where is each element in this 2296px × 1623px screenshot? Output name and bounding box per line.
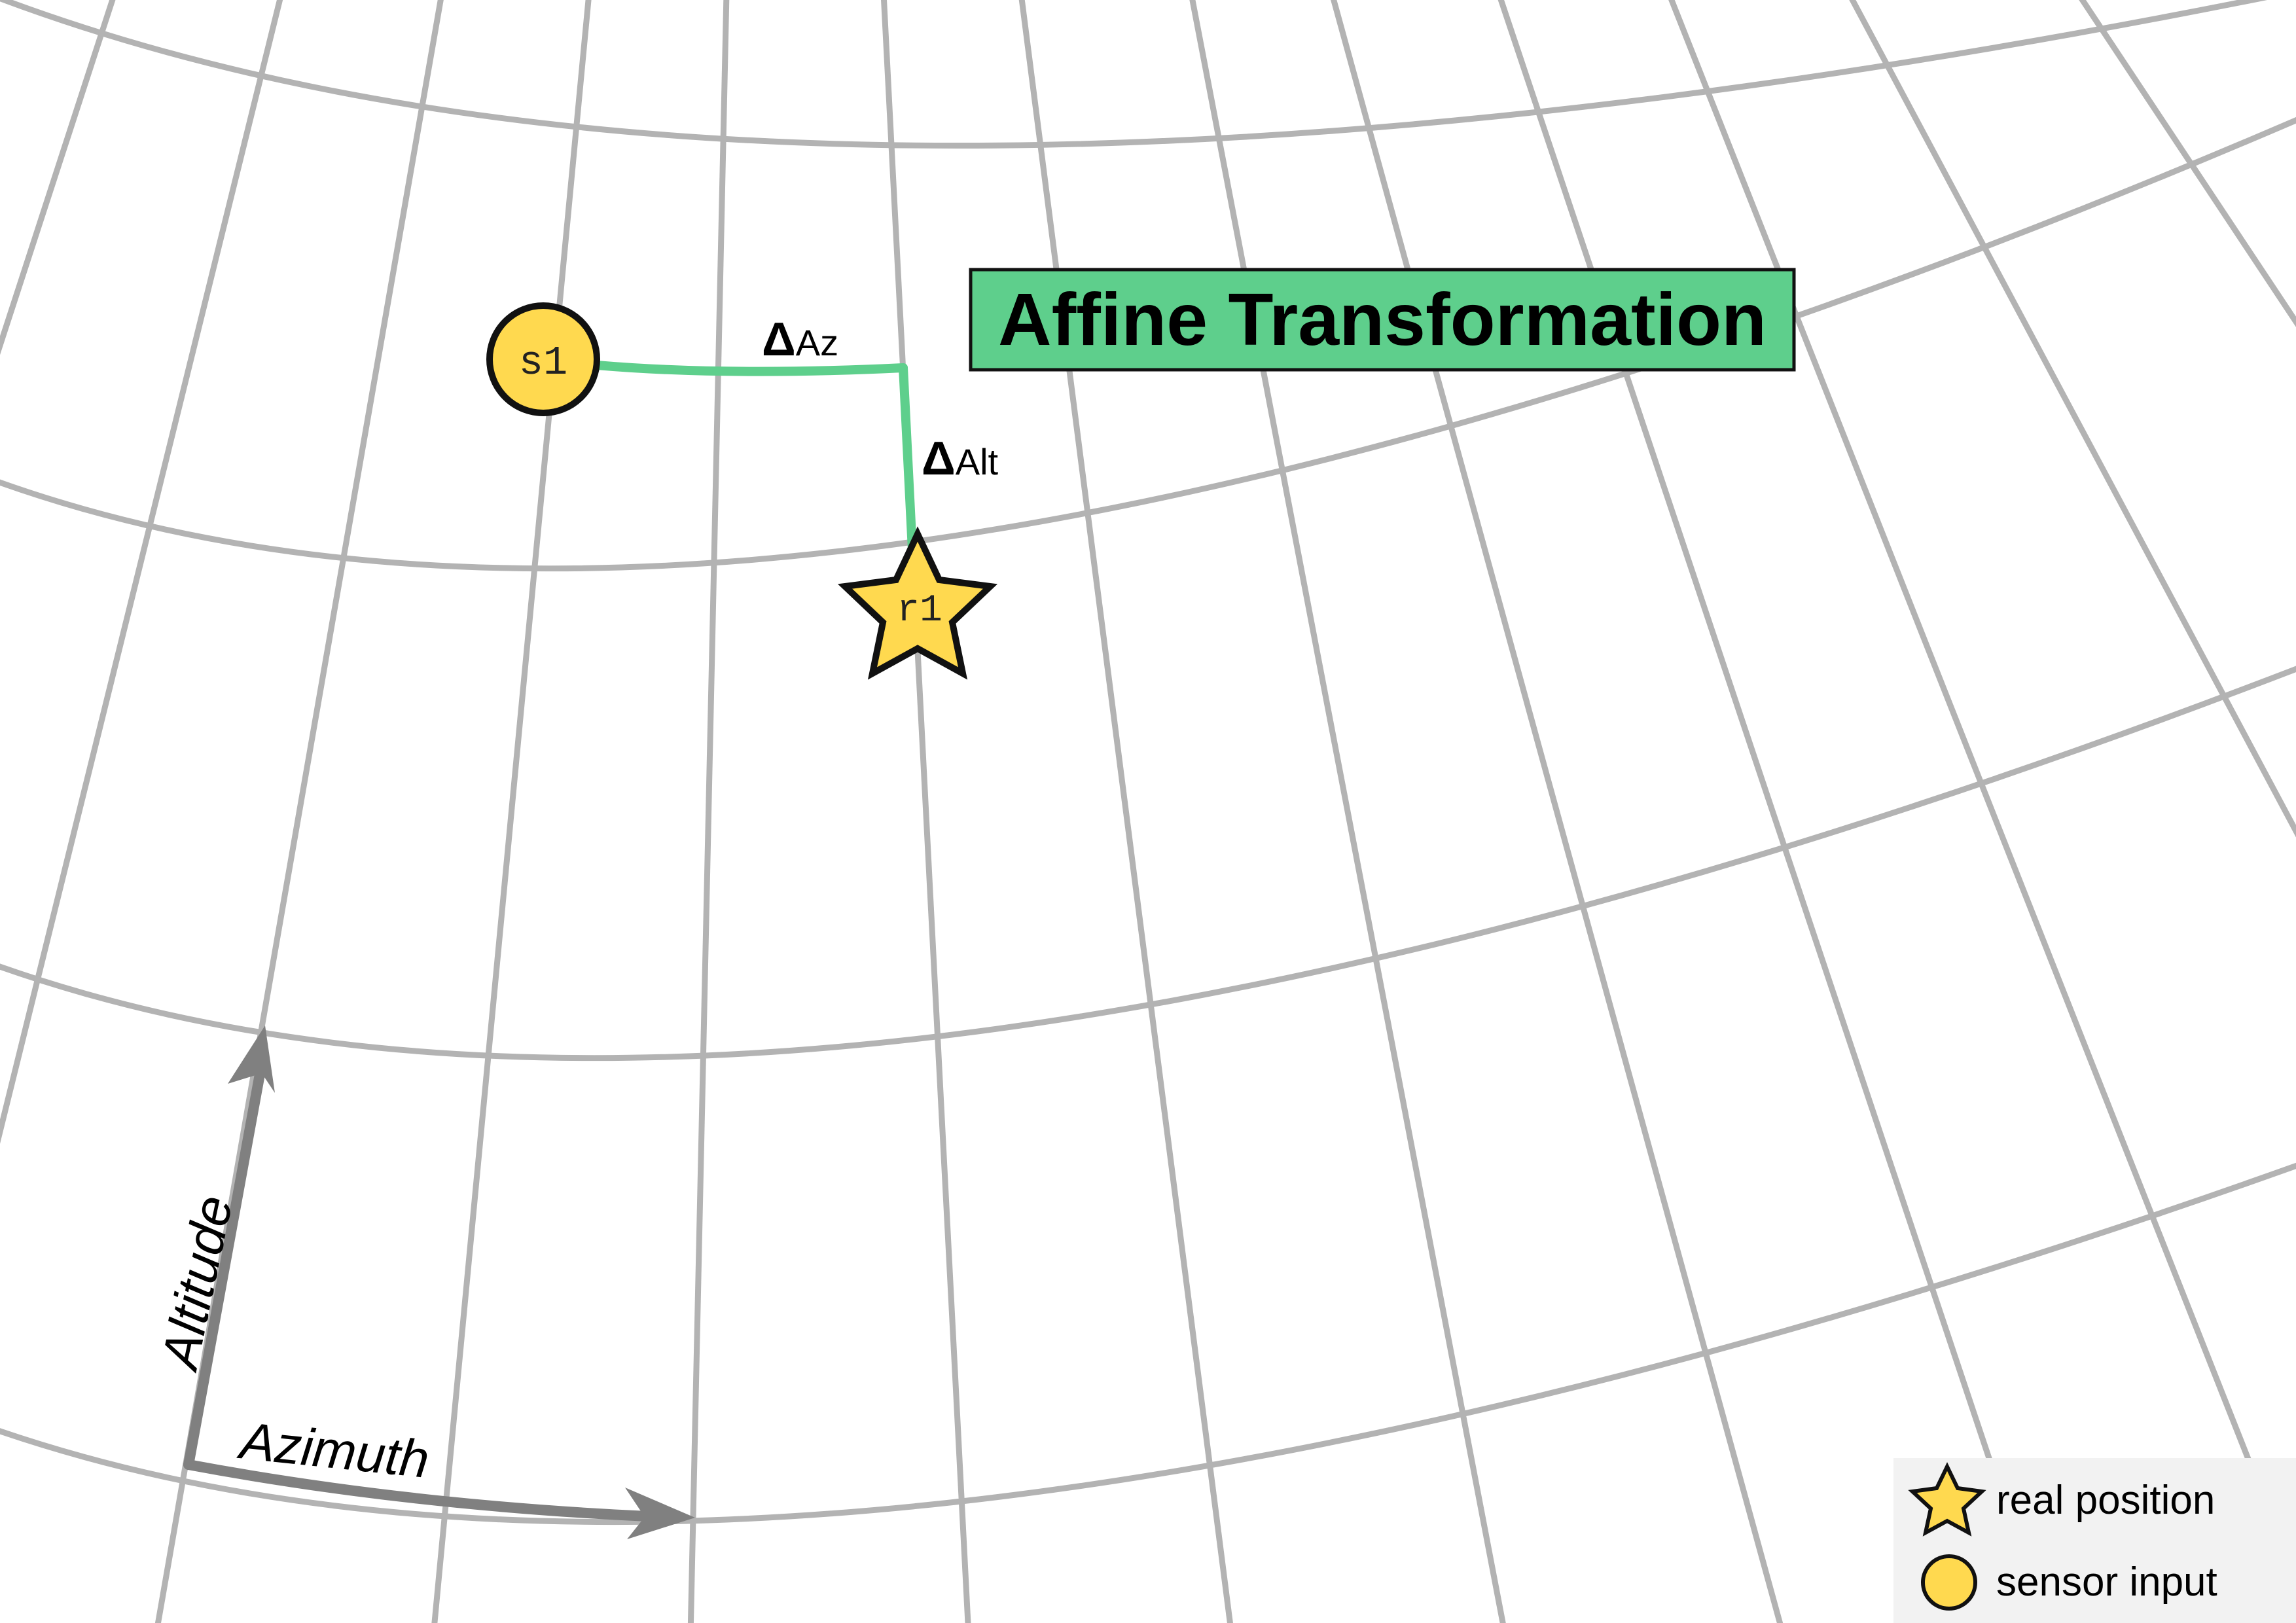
delta-altitude-label: ΔAlt [922, 433, 999, 485]
azimuth-line [1189, 0, 1506, 1623]
azimuth-line [2079, 0, 2296, 327]
legend-label: sensor input [1996, 1560, 2217, 1605]
altitude-arc [0, 666, 2296, 1061]
delta-altitude-line [899, 363, 918, 567]
arrow-head-icon [625, 1488, 695, 1539]
star-icon [837, 526, 998, 680]
azimuth-line [1849, 0, 2296, 838]
title-box: Affine Transformation [969, 268, 1796, 372]
diagram-title: Affine Transformation [998, 278, 1767, 361]
legend-item-real-position: real position [1908, 1462, 2215, 1537]
legend-item-sensor-input: sensor input [1921, 1554, 2217, 1611]
arrow-head-icon [228, 1026, 275, 1093]
altitude-axis-arrow: Altitude [150, 1026, 275, 1470]
altitude-arcs [0, 0, 2296, 1525]
azimuth-line [1331, 0, 1784, 1623]
circle-icon [486, 302, 600, 416]
azimuth-line [154, 0, 444, 1623]
delta-alt-text: Alt [956, 441, 999, 482]
star-icon [1908, 1462, 1986, 1537]
delta-path [592, 361, 918, 567]
azimuth-line [431, 0, 592, 1623]
real-position-marker: r1 [837, 526, 998, 680]
title-background [969, 268, 1796, 372]
sensor-label: s1 [519, 340, 567, 386]
azimuth-line [0, 0, 116, 355]
azimuth-line [1498, 0, 2048, 1623]
azimuth-line [1668, 0, 2296, 1588]
delta-symbol: Δ [762, 313, 796, 366]
legend-label: real position [1996, 1478, 2215, 1523]
delta-az-text: Az [796, 322, 838, 363]
legend: real position sensor input [1893, 1458, 2296, 1623]
real-label: r1 [897, 590, 942, 632]
azimuth-line [881, 0, 971, 1623]
delta-symbol: Δ [922, 433, 956, 485]
sensor-input-marker: s1 [486, 302, 600, 416]
azimuth-line [1018, 0, 1233, 1623]
altitude-arc [0, 1162, 2296, 1525]
azimuth-line [687, 0, 730, 1623]
azimuth-line [0, 0, 283, 1144]
altitude-arc [0, 116, 2296, 572]
altitude-axis-label: Altitude [150, 1190, 243, 1376]
delta-azimuth-label: ΔAz [762, 313, 838, 366]
altitude-arc [0, 0, 2268, 149]
delta-azimuth-line [592, 361, 908, 376]
circle-icon [1921, 1554, 1977, 1611]
